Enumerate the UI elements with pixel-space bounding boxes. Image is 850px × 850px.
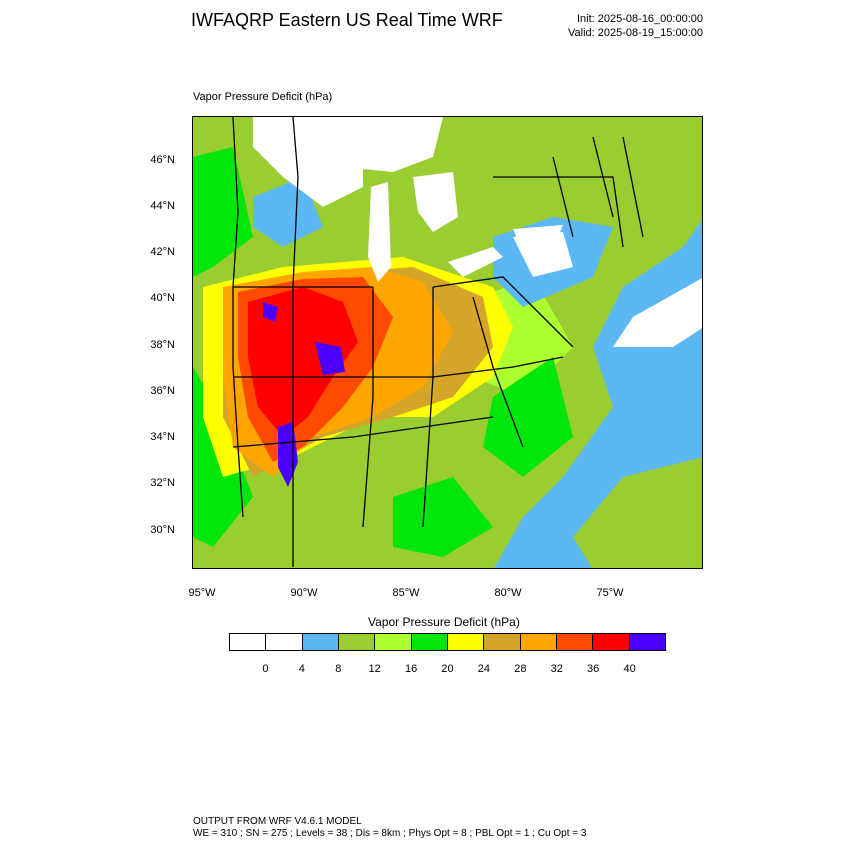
lake-erie: [448, 247, 503, 277]
field-label: Vapor Pressure Deficit (hPa): [193, 91, 333, 103]
colorbar-tick-label: 20: [441, 663, 454, 675]
page-title: IWFAQRP Eastern US Real Time WRF: [191, 10, 503, 30]
green-region-gulf: [393, 477, 493, 557]
purple-spot-1: [315, 342, 345, 375]
colorbar-cell-5: [411, 634, 448, 650]
white-region-ny: [513, 232, 573, 277]
vpd-map: [192, 116, 703, 569]
lat-label-40: 40°N: [150, 292, 175, 304]
colorbar-tick-label: 40: [623, 663, 636, 675]
lake-ontario: [513, 225, 563, 241]
colorbar-tick-label: 28: [514, 663, 527, 675]
green-region-west: [193, 147, 253, 277]
colorbar-cell-7: [484, 634, 521, 650]
colorbar-cell-1: [266, 634, 303, 650]
colorbar-tick-label: 12: [368, 663, 381, 675]
model-info-line1: OUTPUT FROM WRF V4.6.1 MODEL: [193, 816, 362, 827]
lat-label-46: 46°N: [150, 154, 175, 166]
purple-spot-3: [263, 302, 278, 322]
lake-huron: [413, 172, 458, 232]
lat-label-36: 36°N: [150, 385, 175, 397]
lon-label-80: 80°W: [494, 587, 522, 599]
lake-michigan: [368, 182, 391, 282]
map-svg: [193, 117, 702, 568]
colorbar-cell-10: [593, 634, 630, 650]
lat-label-30: 30°N: [150, 524, 175, 536]
colorbar-tick-label: 0: [262, 663, 269, 675]
init-time: Init: 2025-08-16_00:00:00: [577, 13, 703, 25]
colorbar-cell-11: [629, 634, 665, 650]
colorbar-cell-9: [556, 634, 594, 650]
colorbar-tick-label: 32: [550, 663, 563, 675]
lat-label-32: 32°N: [150, 477, 175, 489]
state-boundaries: [232, 117, 644, 567]
lat-label-42: 42°N: [150, 246, 175, 258]
colorbar-title: Vapor Pressure Deficit (hPa): [368, 615, 520, 629]
green-region-carolinas: [483, 357, 573, 477]
colorbar-cell-0: [230, 634, 267, 650]
colorbar-tick-label: 16: [404, 663, 418, 675]
lon-label-85: 85°W: [392, 587, 420, 599]
lat-label-44: 44°N: [150, 200, 175, 212]
gulf-of-mexico: [193, 537, 483, 568]
model-info-line2: WE = 310 ; SN = 275 ; Levels = 38 ; Dis …: [193, 828, 587, 839]
lon-label-90: 90°W: [290, 587, 318, 599]
ocean-white-patch: [613, 278, 702, 347]
colorbar-tick-label: 24: [477, 663, 491, 675]
lat-label-34: 34°N: [150, 431, 175, 443]
colorbar-tick-label: 36: [587, 663, 600, 675]
colorbar: [229, 633, 666, 651]
lake-superior: [273, 117, 443, 172]
ocean-green-patch: [573, 457, 702, 568]
colorbar-tick-label: 4: [298, 663, 305, 675]
colorbar-cell-2: [302, 634, 339, 650]
colorbar-cell-4: [375, 634, 412, 650]
lowvpd-upper-midwest: [253, 177, 323, 247]
colorbar-cell-6: [447, 634, 485, 650]
lon-label-95: 95°W: [188, 587, 216, 599]
colorbar-cell-8: [520, 634, 557, 650]
lon-label-75: 75°W: [596, 587, 624, 599]
colorbar-tick-label: 8: [335, 663, 342, 675]
red-region: [248, 287, 358, 437]
colorbar-cell-3: [338, 634, 376, 650]
lat-label-38: 38°N: [150, 339, 175, 351]
valid-time: Valid: 2025-08-19_15:00:00: [568, 27, 703, 39]
